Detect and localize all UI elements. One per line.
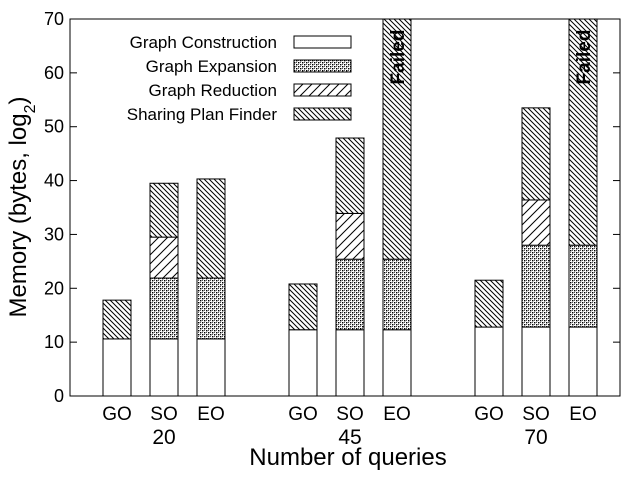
legend-swatch-hatch-dense: [293, 107, 352, 121]
bar-segment-hatch-sparse: [335, 212, 365, 260]
y-tick-label: 20: [44, 278, 64, 298]
x-tick-label: SO: [336, 404, 363, 425]
bar-segment-dots: [521, 244, 551, 328]
y-axis-title-subscript: 2: [22, 104, 39, 113]
y-tick-label: 30: [44, 224, 64, 244]
legend-label: Graph Expansion: [146, 57, 277, 76]
x-tick-label: EO: [383, 404, 410, 425]
x-axis: GO SO EO 20 GO SO EO 45 GO SO EO 70: [102, 404, 597, 449]
x-tick-label: EO: [197, 404, 224, 425]
bars: Failed Failed: [102, 18, 598, 397]
bar-segment-hatch-dense: [521, 107, 551, 201]
group-label: 20: [152, 426, 175, 449]
bar-segment-dots: [568, 244, 598, 328]
y-tick-label: 0: [54, 386, 64, 406]
failed-annotation: Failed: [388, 30, 409, 85]
y-axis-title-main: Memory (bytes, log: [5, 113, 32, 317]
bar-segment-hatch-dense: [149, 182, 179, 238]
bar-segment-hatch-dense: [288, 283, 318, 331]
bar-segment-hatch-dense: [335, 137, 365, 214]
bar-segment-hatch-dense: [474, 279, 504, 328]
bar-segment-none: [288, 329, 318, 397]
bar-segment-none: [568, 326, 598, 397]
x-tick-label: GO: [474, 404, 504, 425]
bar-segment-hatch-dense: [382, 18, 412, 260]
legend: Graph Construction Graph Expansion Graph R…: [127, 33, 352, 124]
y-tick-label: 60: [44, 63, 64, 83]
bar-segment-hatch-sparse: [521, 199, 551, 246]
y-tick-label: 10: [44, 332, 64, 352]
bar-segment-hatch-dense: [568, 18, 598, 246]
bar-segment-dots: [196, 277, 226, 340]
bar-segment-hatch-dense: [102, 299, 132, 340]
y-tick-label: 40: [44, 171, 64, 191]
bar-segment-none: [335, 329, 365, 397]
x-tick-label: GO: [102, 404, 132, 425]
x-tick-label: EO: [569, 404, 596, 425]
legend-swatch-dots: [293, 59, 352, 73]
bar-segment-dots: [382, 258, 412, 331]
bar-segment-none: [196, 338, 226, 397]
bar-segment-none: [382, 329, 412, 397]
legend-label: Graph Reduction: [148, 81, 277, 100]
x-tick-label: SO: [522, 404, 549, 425]
x-tick-label: SO: [150, 404, 177, 425]
bar-segment-hatch-dense: [196, 178, 226, 279]
y-axis-title-end: ): [5, 97, 32, 105]
x-axis-title: Number of queries: [249, 444, 446, 471]
bar-segment-dots: [335, 258, 365, 331]
x-tick-label: GO: [288, 404, 318, 425]
y-axis-title: Memory (bytes, log2): [5, 97, 39, 318]
legend-label: Sharing Plan Finder: [127, 105, 278, 124]
group-label: 70: [524, 426, 547, 449]
y-tick-label: 70: [44, 9, 64, 29]
group-label: 45: [338, 426, 361, 449]
failed-annotation: Failed: [574, 30, 595, 85]
y-tick-label: 50: [44, 117, 64, 137]
bar-segment-none: [149, 338, 179, 397]
legend-label: Graph Construction: [130, 33, 277, 52]
bar-segment-dots: [149, 277, 179, 340]
legend-swatch-none: [293, 35, 352, 49]
bar-segment-hatch-sparse: [149, 236, 179, 279]
bar-segment-none: [474, 326, 504, 397]
legend-swatch-hatch-sparse: [293, 83, 352, 97]
bar-segment-none: [102, 338, 132, 397]
y-axis: 0 10 20 30 40 50 60 70: [44, 9, 620, 406]
bar-segment-none: [521, 326, 551, 397]
